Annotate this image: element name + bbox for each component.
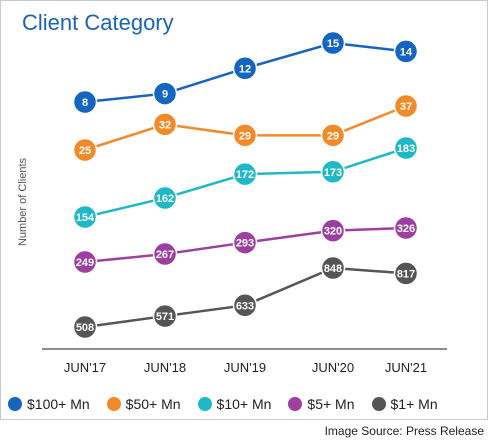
legend-item[interactable]: $50+ Mn [106,396,181,412]
data-label: 508 [76,322,94,334]
data-label: 249 [76,257,94,269]
legend-marker-icon [8,397,22,411]
data-point[interactable] [393,261,419,286]
data-point[interactable] [320,30,346,56]
data-label: 8 [82,97,88,109]
data-label: 32 [159,119,171,131]
data-point[interactable] [393,39,419,64]
data-point[interactable] [72,249,98,275]
data-label: 320 [324,226,342,238]
data-point[interactable] [152,303,178,329]
data-label: 14 [400,46,413,58]
x-tick-label: JUN'21 [385,360,427,375]
legend-label: $50+ Mn [125,396,181,412]
data-label: 173 [324,167,342,179]
x-tick-label: JUN'17 [64,360,106,375]
data-label: 25 [79,145,91,157]
legend-marker-icon [371,397,386,411]
data-point[interactable] [152,112,178,137]
data-point[interactable] [152,185,178,211]
data-label: 183 [397,143,415,155]
legend-label: $100+ Mn [27,396,90,412]
series-1: 8 9 12 15 14 [72,30,419,115]
legend-item[interactable]: $10+ Mn [197,396,272,412]
legend-label: $10+ Mn [216,396,272,412]
data-point[interactable] [72,204,98,230]
x-tick-label: JUN'18 [144,360,186,375]
legend-label: $1+ Mn [390,396,438,412]
series-5: 508 571 633 848 817 [72,255,419,340]
series-2: 25 32 29 29 37 [72,93,419,163]
data-label: 162 [156,193,174,205]
legend: $100+ Mn $50+ Mn $10+ Mn $5+ Mn $1+ Mn [8,396,438,412]
data-label: 326 [397,223,415,235]
chart-frame [0,0,488,420]
legend-label: $5+ Mn [307,396,355,412]
data-label: 293 [236,238,254,250]
data-point[interactable] [152,241,178,267]
data-label: 15 [327,38,339,50]
image-source: Image Source: Press Release [324,424,484,438]
data-point[interactable] [232,161,258,187]
data-label: 29 [239,130,251,142]
series-4: 249 267 293 320 326 [72,215,419,275]
data-point[interactable] [232,56,258,81]
legend-marker-icon [197,397,212,411]
data-label: 633 [236,300,254,312]
data-point[interactable] [232,123,258,148]
data-point[interactable] [393,215,419,241]
legend-item[interactable]: $1+ Mn [371,396,438,412]
data-point[interactable] [393,93,419,119]
data-point[interactable] [72,137,98,163]
data-point[interactable] [72,89,98,115]
x-tick-label: JUN'20 [312,360,354,375]
legend-item[interactable]: $5+ Mn [288,396,355,412]
x-tick-label: JUN'19 [224,360,266,375]
legend-marker-icon [288,397,303,411]
data-point[interactable] [320,159,346,185]
data-point[interactable] [72,314,98,340]
data-label: 9 [162,89,168,101]
data-point[interactable] [232,230,258,255]
data-label: 29 [327,130,339,142]
data-point[interactable] [232,293,258,318]
legend-marker-icon [106,397,121,411]
data-point[interactable] [320,255,346,281]
data-label: 571 [156,311,174,323]
data-point[interactable] [152,81,178,106]
data-label: 154 [76,212,95,224]
data-label: 848 [324,263,342,275]
data-label: 267 [156,249,174,261]
data-point[interactable] [393,135,419,161]
data-label: 12 [239,63,251,75]
series-3: 154 162 172 173 183 [72,135,419,230]
data-label: 817 [397,268,415,280]
data-label: 172 [236,169,254,181]
data-point[interactable] [320,123,346,148]
chart-title: Client Category [22,10,174,35]
data-label: 37 [400,101,412,113]
legend-item[interactable]: $100+ Mn [8,396,90,412]
data-point[interactable] [320,218,346,243]
